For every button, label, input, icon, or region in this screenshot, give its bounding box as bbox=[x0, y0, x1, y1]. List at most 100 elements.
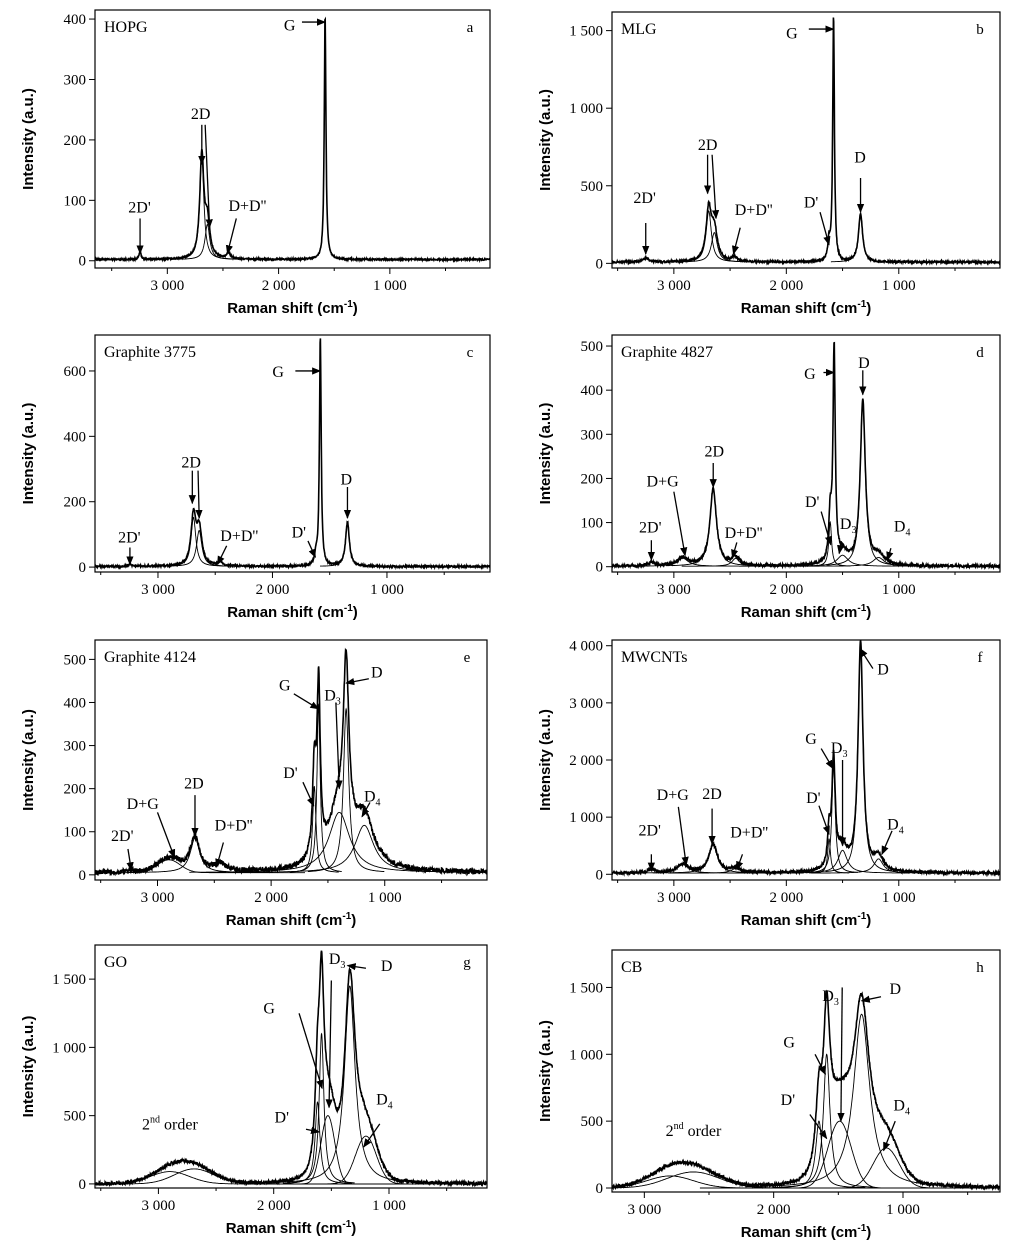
y-tick-label: 1 000 bbox=[52, 1040, 86, 1056]
y-tick-label: 100 bbox=[64, 193, 87, 209]
component-peak bbox=[307, 707, 385, 872]
chart-panel-g: 3 000 2 000 1 000 0 500 1 000 1 500 Raman shift… bbox=[20, 944, 488, 1237]
y-axis-title: Intensity (a.u.) bbox=[537, 89, 554, 191]
x-tick-label: 2 000 bbox=[769, 278, 803, 294]
annotation-arrow bbox=[325, 980, 333, 1109]
y-tick-label: 200 bbox=[581, 471, 604, 487]
sample-name: HOPG bbox=[104, 19, 148, 36]
panel-letter: h bbox=[976, 960, 984, 976]
peak-label: D4 bbox=[376, 1092, 393, 1112]
sample-name: CB bbox=[621, 959, 642, 976]
x-tick-label: 1 000 bbox=[882, 890, 916, 906]
annotation-arrow bbox=[860, 995, 882, 1003]
spectrum-line bbox=[612, 341, 1000, 571]
y-tick-label: 400 bbox=[64, 12, 87, 28]
plot-area bbox=[95, 338, 490, 571]
annotation-arrow bbox=[216, 545, 228, 566]
annotation-arrow bbox=[886, 547, 894, 561]
x-tick-label: 1 000 bbox=[886, 1202, 920, 1218]
y-tick-label: 300 bbox=[64, 739, 87, 755]
panel-letter: e bbox=[464, 650, 471, 666]
peak-label: D+G bbox=[657, 787, 690, 804]
peak-label: G bbox=[263, 1000, 275, 1017]
y-tick-label: 3 000 bbox=[569, 696, 603, 712]
annotation-arrow bbox=[736, 854, 744, 871]
peak-label: G bbox=[786, 25, 798, 42]
peak-label: 2nd order bbox=[142, 1114, 198, 1133]
x-tick-label: 1 000 bbox=[372, 1198, 406, 1214]
peak-label: 2D bbox=[705, 443, 725, 460]
peak-label: D+G bbox=[647, 473, 680, 490]
peak-label: 2D' bbox=[118, 530, 141, 547]
annotation-arrow bbox=[809, 1114, 828, 1140]
peak-label: D4 bbox=[887, 817, 904, 837]
annotation-arrow bbox=[677, 806, 689, 867]
annotation-arrow bbox=[361, 802, 371, 818]
y-axis-title: Intensity (a.u.) bbox=[20, 403, 37, 505]
peak-label: 2D bbox=[191, 106, 211, 123]
annotation-arrow bbox=[881, 830, 893, 856]
peak-label: D bbox=[858, 355, 870, 372]
x-tick-label: 3 000 bbox=[657, 582, 691, 598]
plot-frame bbox=[611, 639, 1001, 881]
x-axis-title: Raman shift (cm-1) bbox=[227, 603, 358, 621]
y-axis-title: Intensity (a.u.) bbox=[20, 1016, 37, 1118]
peak-label: D' bbox=[806, 790, 821, 807]
peak-label: D bbox=[889, 981, 901, 998]
y-tick-label: 1 000 bbox=[569, 810, 603, 826]
component-peak bbox=[772, 1120, 866, 1188]
annotation-arrow bbox=[731, 542, 739, 559]
y-axis-title: Intensity (a.u.) bbox=[537, 403, 554, 505]
x-axis-title: Raman shift (cm-1) bbox=[226, 911, 357, 929]
peak-label: D bbox=[381, 958, 393, 975]
y-tick-label: 0 bbox=[79, 560, 87, 576]
peak-label: D4 bbox=[894, 518, 911, 538]
x-tick-label: 2 000 bbox=[769, 890, 803, 906]
x-tick-label: 3 000 bbox=[657, 278, 691, 294]
y-tick-label: 0 bbox=[79, 868, 87, 884]
annotation-arrow bbox=[345, 677, 369, 686]
x-tick-label: 3 000 bbox=[150, 278, 184, 294]
peak-label: D+D'' bbox=[735, 202, 773, 219]
y-axis-title: Intensity (a.u.) bbox=[537, 1020, 554, 1122]
panel-letter: d bbox=[976, 345, 984, 361]
peak-label: D bbox=[341, 471, 353, 488]
chart-panel-f: 3 000 2 000 1 000 0 1 000 2 000 3 000 4 000 Rama… bbox=[537, 639, 1001, 929]
peak-label: D' bbox=[804, 194, 819, 211]
chart-panel-b: 3 000 2 000 1 000 0 500 1 000 1 500 Raman shift… bbox=[537, 11, 1001, 317]
chart-panel-d: 3 000 2 000 1 000 0 100 200 300 400 500 Raman shi… bbox=[537, 334, 1001, 621]
peak-label: D3 bbox=[324, 687, 341, 707]
y-tick-label: 4 000 bbox=[569, 639, 603, 655]
panel-letter: b bbox=[976, 22, 984, 38]
spectrum-line bbox=[95, 950, 487, 1188]
peak-label: 2D' bbox=[639, 520, 662, 537]
x-tick-label: 2 000 bbox=[262, 278, 296, 294]
peak-label: 2D' bbox=[128, 199, 151, 216]
panel-letter: f bbox=[978, 650, 983, 666]
component-peak bbox=[295, 703, 342, 872]
annotation-arrow bbox=[837, 987, 845, 1123]
x-tick-label: 2 000 bbox=[256, 582, 290, 598]
x-tick-label: 1 000 bbox=[882, 582, 916, 598]
y-tick-label: 0 bbox=[596, 1181, 604, 1197]
y-tick-label: 500 bbox=[64, 652, 87, 668]
annotation-arrow bbox=[820, 748, 834, 770]
peak-label: D' bbox=[283, 765, 298, 782]
peak-label: D4 bbox=[893, 1097, 910, 1117]
annotation-arrow bbox=[711, 154, 720, 220]
chart-panel-a: 3 000 2 000 1 000 0 100 200 300 400 Raman shift … bbox=[20, 9, 491, 317]
annotation-arrow bbox=[204, 124, 213, 229]
peak-label: D+D'' bbox=[730, 825, 768, 842]
y-tick-label: 200 bbox=[64, 133, 87, 149]
sample-name: Graphite 3775 bbox=[104, 344, 196, 361]
plot-area bbox=[95, 647, 487, 877]
panel-letter: c bbox=[467, 345, 474, 361]
x-tick-label: 3 000 bbox=[141, 890, 175, 906]
peak-label: G bbox=[783, 1035, 795, 1052]
annotation-arrow bbox=[346, 963, 367, 971]
peak-label: G bbox=[805, 731, 817, 748]
x-axis-title: Raman shift (cm-1) bbox=[226, 1219, 357, 1237]
y-tick-label: 600 bbox=[64, 364, 87, 380]
peak-label: G bbox=[284, 18, 296, 35]
